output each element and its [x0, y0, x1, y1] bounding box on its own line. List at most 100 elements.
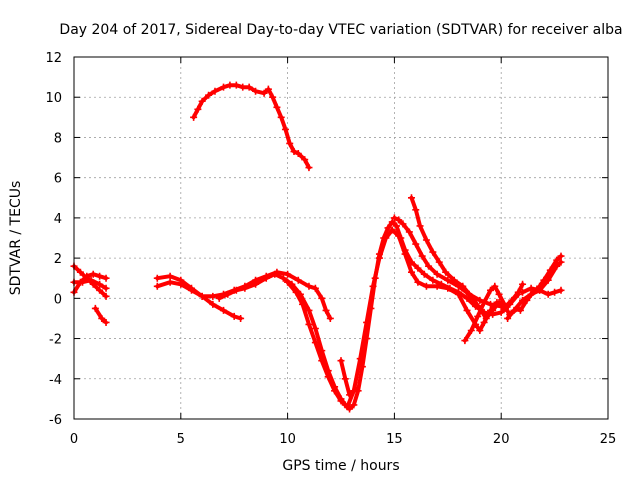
data-point [311, 325, 319, 332]
data-point [209, 300, 217, 308]
data-point [299, 300, 307, 308]
data-point [241, 284, 249, 292]
data-point [420, 270, 428, 278]
data-point [474, 312, 482, 320]
data-point [375, 254, 383, 262]
data-point [153, 282, 161, 290]
data-point [442, 268, 450, 276]
data-point [557, 252, 565, 260]
x-tick-label: 0 [70, 432, 78, 447]
data-point [395, 216, 403, 224]
data-point [87, 276, 95, 284]
data-point [346, 391, 354, 399]
data-point [527, 284, 535, 292]
data-point [262, 274, 270, 282]
data-point [311, 339, 319, 347]
series-line [392, 215, 504, 309]
data-point [489, 306, 497, 314]
data-point [425, 262, 433, 270]
data-point [281, 125, 289, 133]
data-point [305, 282, 313, 290]
data-point [407, 194, 415, 202]
y-tick-label: -6 [49, 413, 62, 428]
data-point [463, 306, 471, 314]
data-point [412, 240, 420, 248]
data-point [311, 284, 319, 292]
data-point [198, 292, 206, 300]
data-point [356, 355, 364, 363]
data-point [292, 288, 300, 296]
data-point [476, 327, 484, 335]
data-point [79, 278, 87, 286]
data-point [399, 220, 407, 228]
data-point [429, 248, 437, 256]
data-point [395, 232, 403, 240]
x-tick-label: 20 [493, 432, 510, 447]
series-line [285, 228, 521, 409]
data-point [277, 113, 285, 121]
data-point [96, 286, 104, 294]
data-point [226, 81, 234, 89]
data-point [544, 290, 552, 298]
data-point [454, 290, 462, 298]
data-point [523, 296, 531, 304]
data-point [324, 373, 332, 381]
y-tick-label: 10 [45, 91, 62, 106]
data-point [102, 284, 110, 292]
data-point [331, 387, 339, 395]
data-point [284, 270, 292, 278]
data-point [546, 266, 554, 274]
data-point [318, 294, 326, 302]
data-point [519, 288, 527, 296]
data-point [487, 300, 495, 308]
data-point [96, 280, 104, 288]
data-point [429, 276, 437, 284]
data-point [91, 304, 99, 312]
data-point [83, 272, 91, 280]
series-track-11 [407, 194, 509, 322]
data-point [557, 258, 565, 266]
data-point [318, 357, 326, 365]
data-point [414, 264, 422, 272]
data-point [467, 327, 475, 335]
y-tick-label: 4 [54, 212, 62, 227]
data-point [497, 308, 505, 316]
data-point [237, 314, 245, 322]
data-point [519, 280, 527, 288]
data-point [294, 150, 302, 158]
data-point [230, 312, 238, 320]
plot-frame [73, 56, 609, 420]
data-point [401, 250, 409, 258]
data-point [407, 268, 415, 276]
data-point [390, 214, 398, 222]
x-tick-label: 5 [177, 432, 185, 447]
data-point [252, 87, 260, 95]
data-point [290, 148, 298, 156]
data-point [480, 318, 488, 326]
y-tick-label: 12 [45, 51, 62, 66]
data-point [444, 284, 452, 292]
series-track-14 [516, 252, 565, 314]
y-axis-label: SDTVAR / TECUs [8, 181, 24, 296]
data-point [491, 282, 499, 290]
data-point [98, 314, 106, 322]
data-point [504, 314, 512, 322]
series-track-4 [91, 304, 110, 326]
data-point [463, 294, 471, 302]
data-point [245, 83, 253, 91]
data-point [269, 93, 277, 101]
data-point [294, 276, 302, 284]
data-point [153, 274, 161, 282]
data-point [166, 278, 174, 286]
data-point [215, 294, 223, 302]
data-point [450, 276, 458, 284]
data-point [220, 83, 228, 91]
data-point [187, 286, 195, 294]
x-axis-label: GPS time / hours [282, 458, 399, 474]
data-point [286, 139, 294, 147]
data-point [76, 268, 84, 276]
data-point [194, 105, 202, 113]
data-point [388, 226, 396, 234]
data-point [273, 103, 281, 111]
data-point [252, 280, 260, 288]
